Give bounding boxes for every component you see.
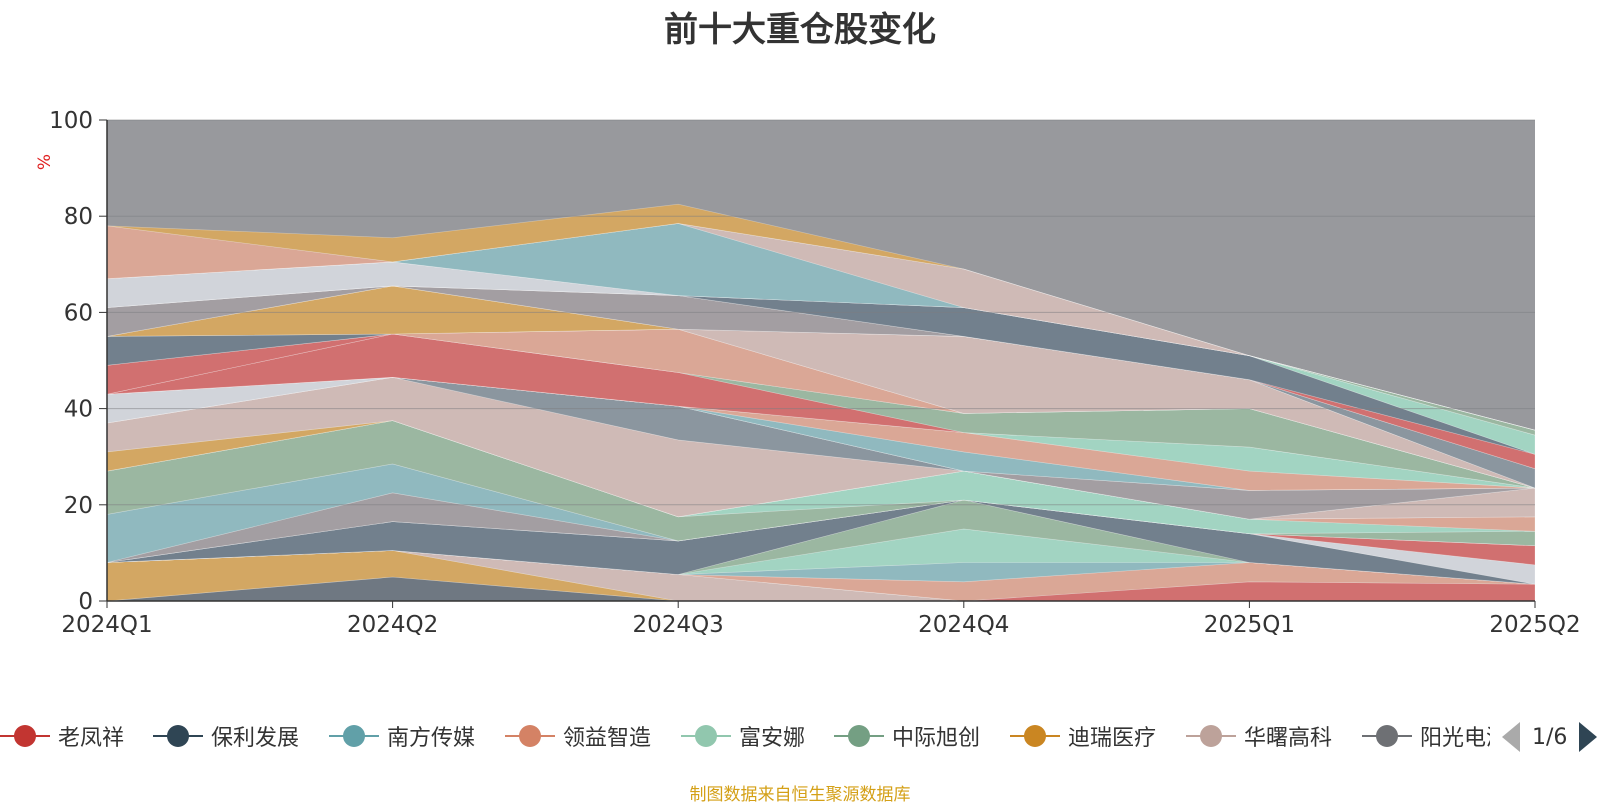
- legend-marker-icon: [329, 722, 379, 750]
- area-series: [106, 285, 1536, 455]
- legend-marker-icon: [1362, 722, 1412, 750]
- legend-marker-icon: [681, 722, 731, 750]
- legend-label: 保利发展: [211, 726, 300, 751]
- legend-marker-icon: [505, 722, 555, 750]
- x-tick-label: 2024Q2: [347, 612, 438, 638]
- legend-marker-icon: [0, 722, 50, 750]
- y-tick-label: 0: [78, 589, 93, 615]
- legend-item[interactable]: 保利发展: [153, 718, 299, 754]
- legend-item[interactable]: 南方传媒: [329, 718, 475, 754]
- x-tick-label: 2025Q1: [1204, 612, 1295, 638]
- y-axis-label: %: [35, 154, 55, 170]
- legend-item[interactable]: 阳光电源: [1362, 718, 1490, 754]
- legend-label: 领益智造: [563, 726, 652, 751]
- legend-item[interactable]: 迪瑞医疗: [1010, 718, 1156, 754]
- y-tick-label: 80: [64, 204, 93, 230]
- legend-label: 富安娜: [739, 726, 806, 751]
- legend-label: 阳光电源: [1420, 726, 1490, 751]
- area-series: [106, 261, 1536, 436]
- legend-label: 中际旭创: [892, 726, 981, 751]
- x-tick-label: 2024Q4: [918, 612, 1009, 638]
- x-tick-label: 2024Q3: [633, 612, 724, 638]
- area-series: [106, 499, 1536, 566]
- legend-marker-icon: [1186, 722, 1236, 750]
- x-tick-label: 2024Q1: [61, 612, 152, 638]
- y-tick-label: 100: [49, 108, 93, 134]
- legend-prev-page-icon[interactable]: [1502, 722, 1520, 752]
- source-note: 制图数据来自恒生聚源数据库: [689, 785, 911, 805]
- legend-item[interactable]: 领益智造: [505, 718, 651, 754]
- chart-title: 前十大重仓股变化: [664, 10, 936, 50]
- legend-marker-icon: [153, 722, 203, 750]
- legend-pager: 1/6: [1502, 720, 1598, 754]
- area-series: [106, 285, 1536, 470]
- y-tick-label: 60: [64, 300, 93, 326]
- legend: 老凤祥 保利发展 南方传媒 领益智造 富安娜 中际旭创 迪瑞医疗 华曙高科 阳光电源: [0, 718, 1490, 754]
- legend-marker-icon: [834, 722, 884, 750]
- y-tick-label: 20: [64, 493, 93, 519]
- area-series: [106, 550, 1536, 602]
- legend-marker-icon: [1010, 722, 1060, 750]
- legend-item[interactable]: 中际旭创: [834, 718, 980, 754]
- x-tick-label: 2025Q2: [1489, 612, 1580, 638]
- area-series: [106, 499, 1536, 585]
- legend-label: 老凤祥: [58, 726, 125, 751]
- area-series: [106, 285, 1536, 469]
- area-series: [106, 420, 1536, 532]
- legend-label: 迪瑞医疗: [1068, 726, 1157, 751]
- legend-item[interactable]: 富安娜: [681, 718, 805, 754]
- legend-item[interactable]: 华曙高科: [1186, 718, 1332, 754]
- legend-label: 南方传媒: [387, 726, 476, 751]
- area-series: [106, 261, 1536, 436]
- legend-page-indicator: 1/6: [1532, 724, 1568, 750]
- stacked-area-chart: 0 20 40 60 80 100 2024Q1 2024Q2 2024Q3 2024Q4 2025…: [35, 108, 1581, 638]
- legend-item[interactable]: 老凤祥: [0, 718, 124, 754]
- area-series: [106, 285, 1536, 489]
- legend-label: 华曙高科: [1244, 726, 1333, 751]
- legend-next-page-icon[interactable]: [1579, 722, 1598, 752]
- area-series: [106, 203, 1536, 431]
- y-tick-label: 40: [64, 397, 93, 423]
- area-series: [106, 550, 1535, 602]
